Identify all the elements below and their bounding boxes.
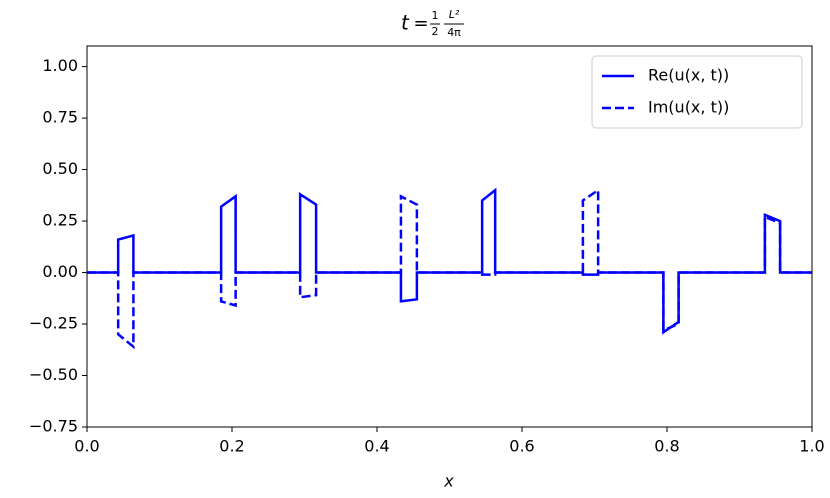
y-tick-label: 0.00 [42,262,78,281]
legend-label: Im(u(x, t)) [648,98,729,117]
y-tick-label: 0.75 [42,108,78,127]
x-tick-label: 1.0 [799,437,824,456]
title-variable: t [401,11,410,35]
x-tick-label: 0.0 [74,437,99,456]
title-equals: = [413,13,428,34]
data-line [87,187,812,350]
y-tick-label: 0.25 [42,211,78,230]
title-numerator: 1 [432,9,439,22]
legend-label: Re(u(x, t)) [648,66,729,85]
y-tick-label: −0.25 [29,314,78,333]
x-tick-label: 0.4 [364,437,389,456]
y-tick-label: 1.00 [42,56,78,75]
legend-box [591,55,803,129]
title-denominator: 2 [432,25,439,38]
title-numerator: L² [449,8,460,21]
x-tick-label: 0.8 [654,437,679,456]
plot-frame [86,45,813,428]
y-tick-label: −0.75 [29,417,78,436]
y-tick-label: 0.50 [42,159,78,178]
x-tick-label: 0.2 [219,437,244,456]
x-axis-label: x [443,472,454,491]
title-denominator: 4π [447,26,461,39]
x-tick-label: 0.6 [509,437,534,456]
data-line [87,187,812,335]
y-tick-label: −0.50 [29,365,78,384]
